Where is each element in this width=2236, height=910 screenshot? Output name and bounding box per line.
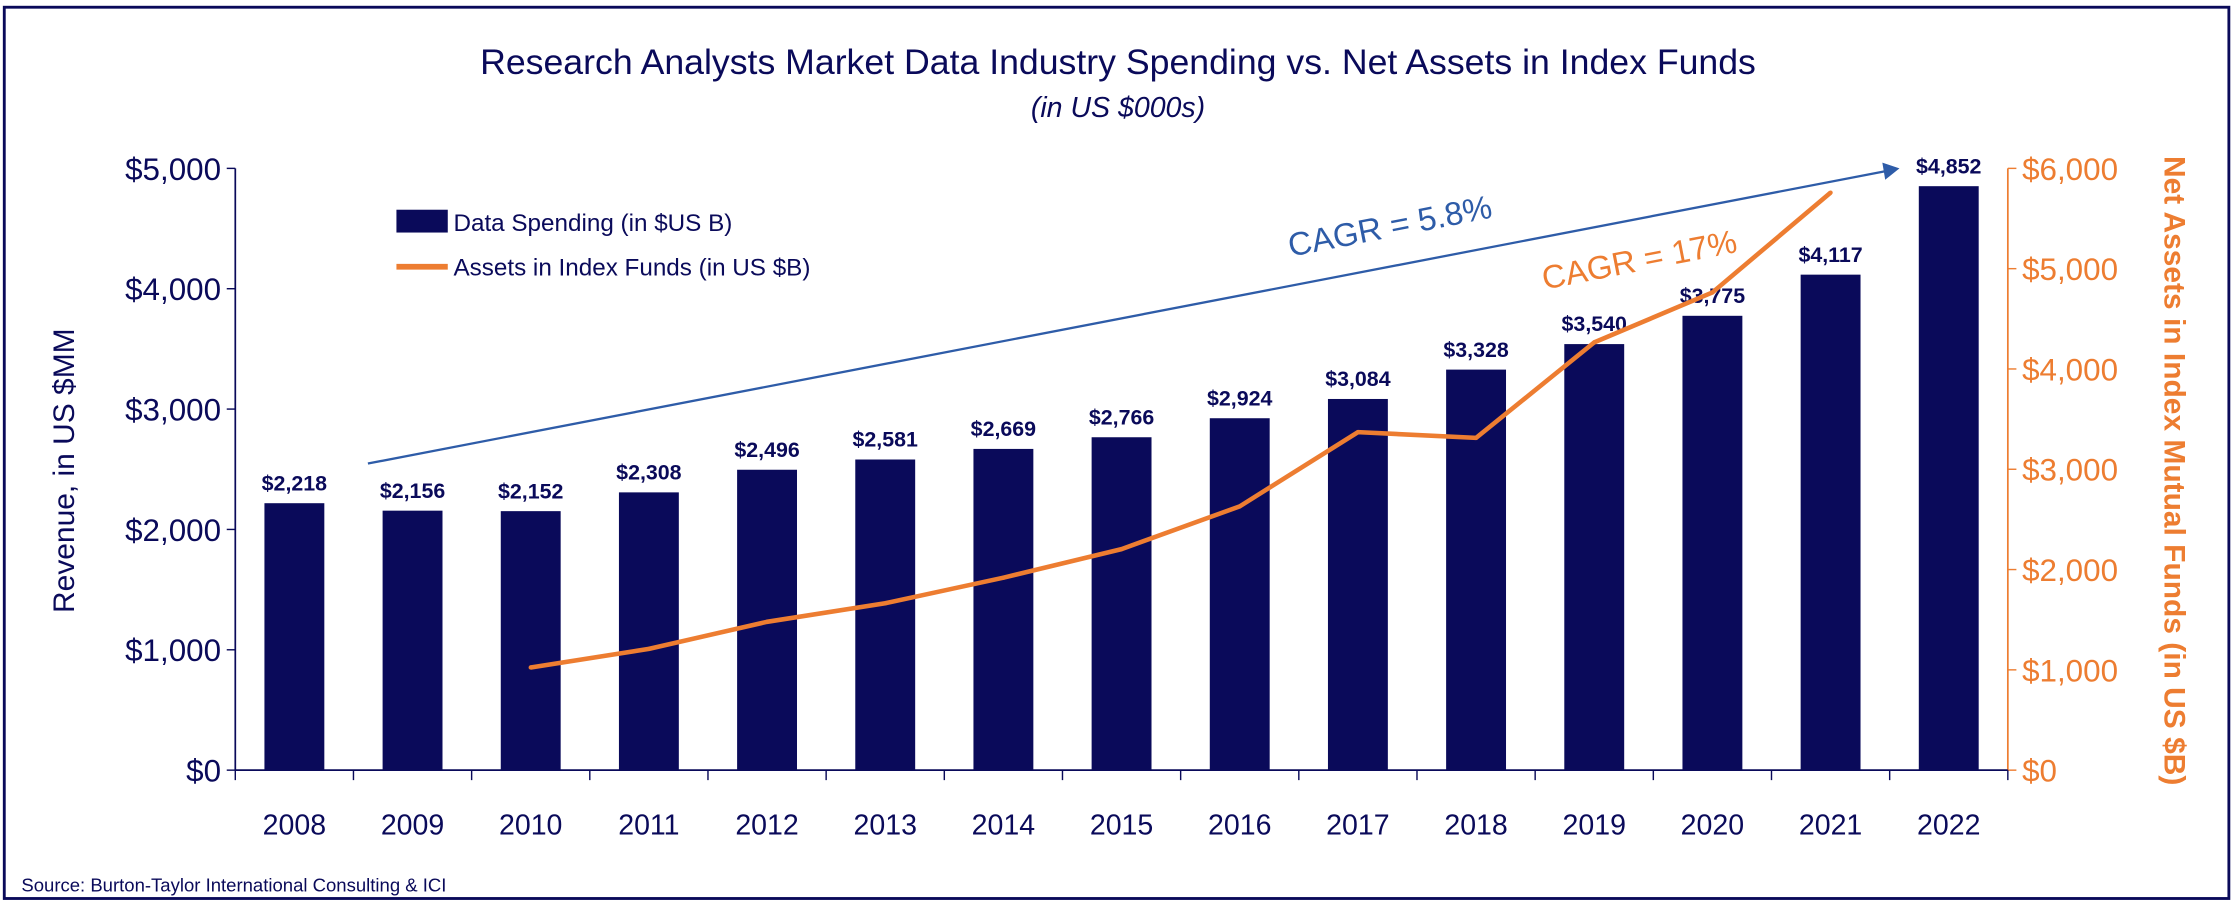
y-tick-label: $1,000 xyxy=(125,633,221,668)
y-tick-label: $4,000 xyxy=(125,272,221,307)
x-tick-label: 2015 xyxy=(1090,809,1153,841)
y-axis-label: Revenue, in US $MM xyxy=(48,328,81,613)
bar-value-label: $2,766 xyxy=(1089,405,1154,429)
bar-2018 xyxy=(1446,369,1507,771)
bar-value-label: $2,924 xyxy=(1207,386,1272,410)
x-tick-label: 2011 xyxy=(618,809,679,841)
bar-value-label: $2,581 xyxy=(853,428,918,452)
assets-point-2021 xyxy=(1828,190,1833,195)
assets-point-2012 xyxy=(764,619,770,624)
bar-value-label: $3,084 xyxy=(1325,367,1390,391)
bar-value-label: $2,156 xyxy=(380,479,445,503)
legend-label-assets: Assets in Index Funds (in US $B) xyxy=(453,254,810,281)
bar-2014 xyxy=(973,448,1034,771)
y2-tick-label: $2,000 xyxy=(2022,553,2118,588)
x-tick-label: 2009 xyxy=(381,809,444,841)
bar-2015 xyxy=(1091,437,1152,771)
y-tick-label: $2,000 xyxy=(125,513,221,548)
y2-tick-label: $1,000 xyxy=(2022,653,2118,688)
bar-value-label: $4,117 xyxy=(1798,243,1862,267)
y2-tick-label: $5,000 xyxy=(2022,252,2118,287)
bar-2013 xyxy=(855,459,916,771)
chart-title: Research Analysts Market Data Industry S… xyxy=(480,42,1756,82)
bar-value-label: $2,218 xyxy=(262,471,327,495)
legend-swatch-data-spending xyxy=(396,209,448,233)
x-tick-label: 2010 xyxy=(499,809,562,841)
bar-value-label: $2,669 xyxy=(971,417,1036,441)
source-note: Source: Burton-Taylor International Cons… xyxy=(21,874,446,895)
x-tick-label: 2020 xyxy=(1681,809,1744,841)
bar-value-label: $4,852 xyxy=(1916,154,1981,178)
legend: Data Spending (in $US B) Assets in Index… xyxy=(396,209,810,281)
cagr-arrow-line xyxy=(367,170,1886,465)
assets-line xyxy=(530,190,1833,670)
x-tick-label: 2019 xyxy=(1563,809,1626,841)
x-tick-label: 2016 xyxy=(1208,809,1271,841)
bar-2009 xyxy=(382,510,443,771)
bar-2011 xyxy=(618,492,679,771)
y2-axis-label: Net Assets in Index Mutual Funds (in US … xyxy=(2158,156,2191,785)
bar-2022 xyxy=(1918,186,1979,771)
y2-tick-label: $0 xyxy=(2022,754,2057,789)
assets-point-2017 xyxy=(1355,430,1361,435)
x-tick-label: 2018 xyxy=(1444,809,1507,841)
x-tick-label: 2012 xyxy=(735,809,798,841)
bar-value-label: $3,328 xyxy=(1443,338,1508,362)
assets-point-2010 xyxy=(528,665,533,670)
bar-2017 xyxy=(1327,398,1388,771)
bar-value-label: $2,152 xyxy=(498,479,563,503)
bar-2016 xyxy=(1209,418,1270,771)
bar-value-label: $2,496 xyxy=(734,438,799,462)
assets-point-2016 xyxy=(1237,504,1242,509)
assets-point-2011 xyxy=(646,646,652,652)
y2-tick-label: $3,000 xyxy=(2022,453,2118,488)
assets-point-2019 xyxy=(1592,340,1597,345)
legend-label-data-spending: Data Spending (in $US B) xyxy=(453,210,732,237)
assets-point-2015 xyxy=(1119,546,1124,552)
y-tick-label: $0 xyxy=(186,754,221,789)
y-tick-label: $5,000 xyxy=(125,152,221,187)
bar-value-label: $3,540 xyxy=(1562,312,1627,336)
cagr-arrowhead xyxy=(1882,162,1900,180)
bar-value-label: $3,775 xyxy=(1680,284,1745,308)
y2-tick-label: $6,000 xyxy=(2022,152,2118,187)
bar-2020 xyxy=(1682,315,1743,771)
chart-subtitle: (in US $000s) xyxy=(1031,92,1205,124)
assets-point-2014 xyxy=(1001,575,1006,580)
x-tick-label: 2022 xyxy=(1917,809,1980,841)
bar-2010 xyxy=(500,511,561,771)
y-tick-label: $3,000 xyxy=(125,392,221,427)
x-tick-label: 2008 xyxy=(263,809,326,841)
x-tick-label: 2014 xyxy=(972,809,1036,841)
x-tick-label: 2017 xyxy=(1326,809,1389,841)
bar-2021 xyxy=(1800,274,1861,771)
assets-point-2013 xyxy=(883,601,888,606)
x-tick-label: 2021 xyxy=(1799,809,1862,841)
assets-point-2020 xyxy=(1710,290,1715,295)
assets-point-2018 xyxy=(1473,435,1479,441)
bar-value-label: $2,308 xyxy=(616,461,681,485)
x-tick-label: 2013 xyxy=(854,809,917,841)
bar-2008 xyxy=(264,503,325,771)
bar-2019 xyxy=(1564,344,1625,771)
y2-tick-label: $4,000 xyxy=(2022,352,2118,387)
